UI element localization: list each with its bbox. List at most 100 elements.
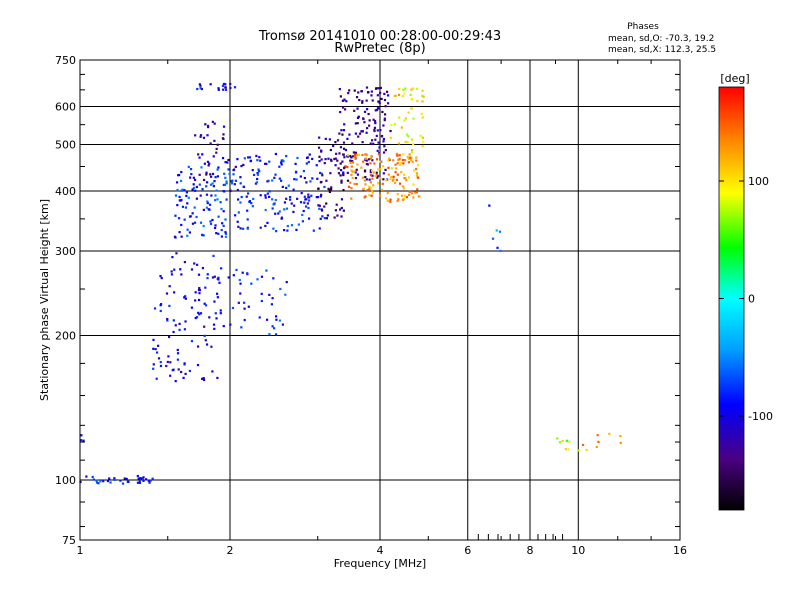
data-point — [243, 318, 246, 322]
data-point — [495, 229, 498, 232]
data-point — [360, 130, 363, 133]
data-point — [351, 159, 354, 163]
data-point — [201, 267, 205, 270]
data-point — [370, 194, 373, 197]
data-point — [202, 136, 206, 139]
data-point — [193, 178, 197, 182]
data-point — [389, 136, 392, 139]
data-point — [180, 370, 183, 374]
data-point — [181, 205, 185, 208]
data-point — [209, 142, 212, 145]
data-point — [307, 206, 310, 210]
data-point — [421, 136, 424, 139]
data-point — [221, 84, 225, 87]
data-point — [226, 161, 229, 164]
data-point — [597, 440, 600, 444]
data-point — [365, 131, 368, 134]
data-point — [208, 203, 212, 206]
data-point — [372, 171, 375, 174]
data-point — [223, 183, 227, 186]
data-point — [206, 124, 210, 128]
data-point — [596, 434, 599, 437]
data-point — [202, 377, 205, 380]
data-point — [318, 155, 321, 158]
data-point — [558, 441, 562, 444]
data-point — [268, 160, 271, 163]
data-point — [216, 277, 219, 281]
data-point — [378, 146, 381, 149]
data-point — [334, 157, 337, 160]
data-point — [319, 171, 322, 175]
data-point — [144, 478, 148, 481]
data-point — [365, 178, 368, 181]
data-point — [392, 178, 395, 181]
data-point — [174, 380, 177, 383]
data-point — [398, 93, 401, 96]
data-point — [170, 270, 173, 273]
data-point — [206, 160, 210, 163]
data-point — [380, 97, 383, 101]
data-point — [310, 194, 313, 197]
data-point — [338, 87, 341, 91]
data-point — [357, 135, 360, 138]
data-point — [356, 163, 359, 166]
data-point — [242, 227, 245, 230]
data-point — [148, 481, 151, 484]
data-point — [149, 479, 153, 482]
x-tick-label: 16 — [673, 544, 687, 557]
data-point — [91, 475, 94, 479]
data-point — [407, 161, 411, 164]
y-tick-label: 750 — [55, 54, 76, 67]
data-point — [383, 145, 386, 148]
data-point — [216, 376, 219, 380]
data-point — [375, 158, 379, 161]
data-point — [242, 185, 245, 188]
data-point — [211, 370, 214, 373]
data-point — [416, 164, 420, 167]
data-point — [410, 98, 414, 101]
data-point — [127, 480, 130, 484]
data-point — [491, 237, 495, 240]
data-point — [400, 161, 403, 164]
data-point — [204, 339, 207, 342]
data-point — [376, 149, 379, 152]
data-point — [178, 231, 181, 234]
data-point — [183, 189, 186, 192]
data-point — [368, 185, 371, 188]
data-point — [280, 179, 283, 182]
data-point — [268, 195, 271, 198]
y-tick-label: 600 — [55, 101, 76, 114]
data-point — [366, 189, 369, 192]
data-point — [344, 148, 348, 152]
x-tick-label: 10 — [571, 544, 585, 557]
data-point — [216, 175, 220, 178]
data-point — [195, 215, 198, 219]
data-point — [205, 193, 209, 196]
data-point — [214, 312, 217, 315]
data-point — [304, 205, 308, 208]
data-point — [229, 86, 232, 90]
data-point — [185, 194, 188, 198]
data-point — [289, 196, 292, 199]
data-point — [325, 202, 328, 205]
data-point — [174, 324, 177, 327]
data-point — [317, 204, 320, 207]
data-point — [349, 159, 352, 162]
data-point — [415, 156, 418, 159]
data-point — [397, 142, 401, 145]
data-point — [207, 208, 210, 211]
data-point — [222, 324, 225, 328]
data-point — [239, 282, 242, 285]
data-point — [229, 82, 232, 86]
data-point — [159, 309, 162, 313]
data-point — [386, 191, 389, 195]
data-point — [205, 343, 209, 346]
data-point — [240, 164, 243, 168]
data-point — [402, 162, 405, 165]
data-point — [292, 188, 295, 191]
data-point — [260, 299, 263, 303]
data-point — [368, 187, 371, 191]
data-point — [384, 105, 387, 108]
data-point — [190, 268, 194, 271]
data-point — [237, 211, 240, 214]
